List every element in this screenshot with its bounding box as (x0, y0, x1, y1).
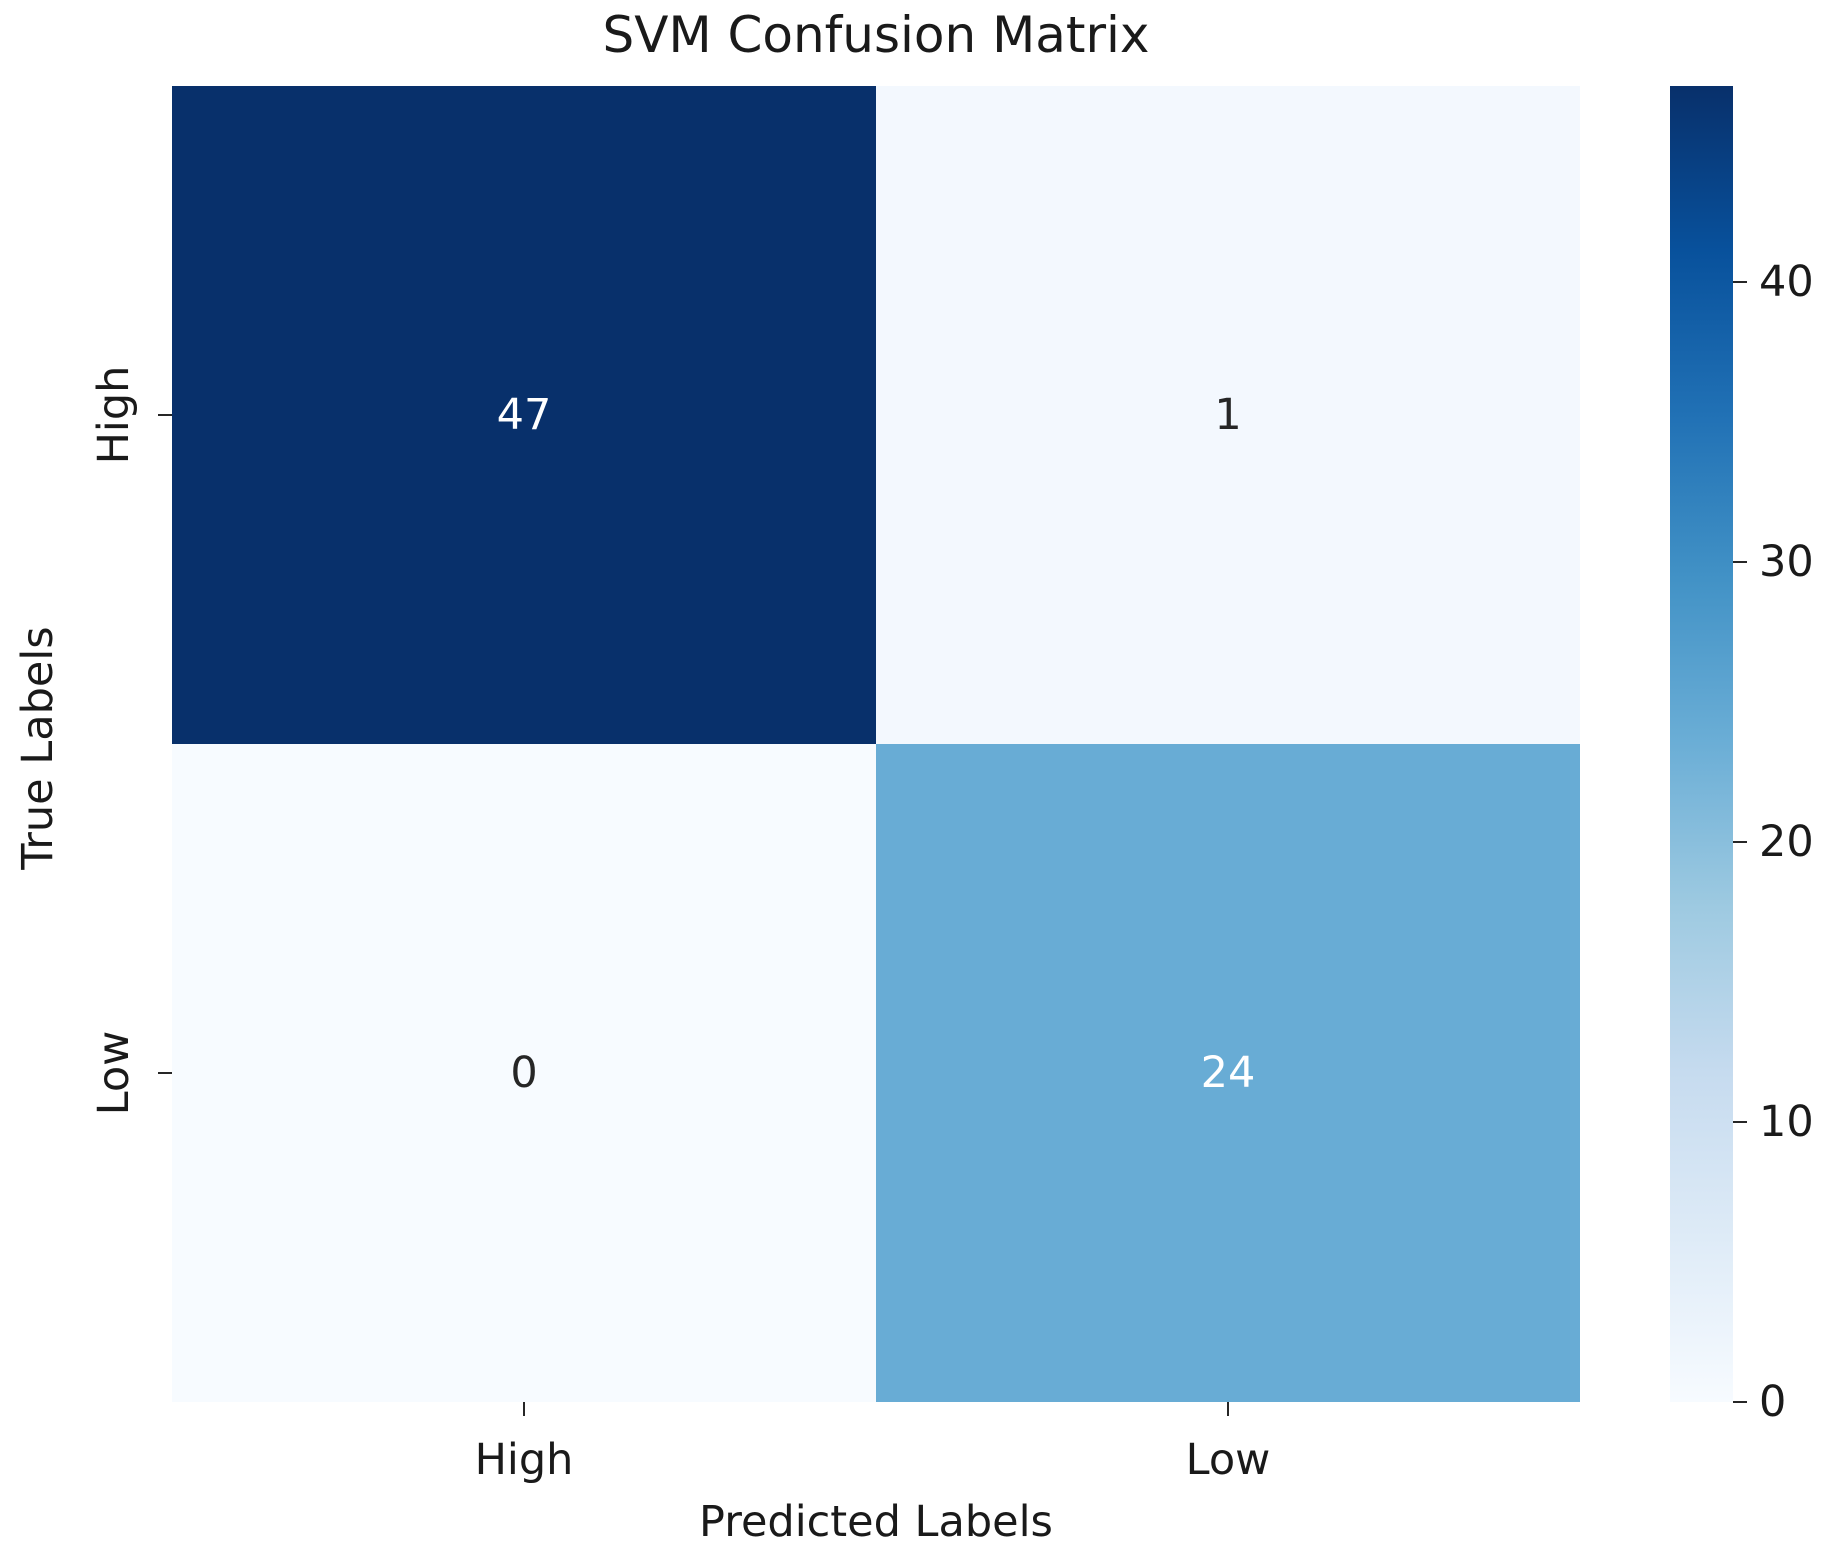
chart-title: SVM Confusion Matrix (603, 6, 1150, 64)
cell-value-label: 24 (1201, 1048, 1256, 1098)
colorbar-gradient (1670, 86, 1733, 1402)
y-axis-label: True Labels (13, 626, 63, 870)
colorbar (1670, 86, 1733, 1402)
x-axis-label: Predicted Labels (699, 1497, 1053, 1547)
x-tick-label: High (475, 1435, 574, 1485)
x-axis: High Low (475, 1402, 1271, 1485)
heatmap-cell (172, 86, 876, 744)
heatmap-cell (876, 744, 1580, 1402)
cell-value-labels: 47 1 0 24 (497, 390, 1256, 1098)
x-tick-label: Low (1186, 1435, 1271, 1485)
cell-value-label: 0 (510, 1048, 537, 1098)
y-tick-label: Low (89, 1031, 139, 1116)
y-axis: High Low (89, 366, 172, 1116)
heatmap-cell (876, 86, 1580, 744)
colorbar-tick-label: 20 (1759, 817, 1814, 867)
cell-value-label: 47 (497, 390, 552, 440)
heatmap-cell (172, 744, 876, 1402)
colorbar-ticks: 0 10 20 30 40 (1733, 257, 1814, 1427)
colorbar-tick-label: 0 (1759, 1377, 1786, 1427)
colorbar-tick-label: 30 (1759, 537, 1814, 587)
colorbar-tick-label: 40 (1759, 257, 1814, 307)
colorbar-tick-label: 10 (1759, 1097, 1814, 1147)
cell-value-label: 1 (1214, 390, 1241, 440)
y-tick-label: High (89, 366, 139, 465)
heatmap-cells (172, 86, 1580, 1402)
